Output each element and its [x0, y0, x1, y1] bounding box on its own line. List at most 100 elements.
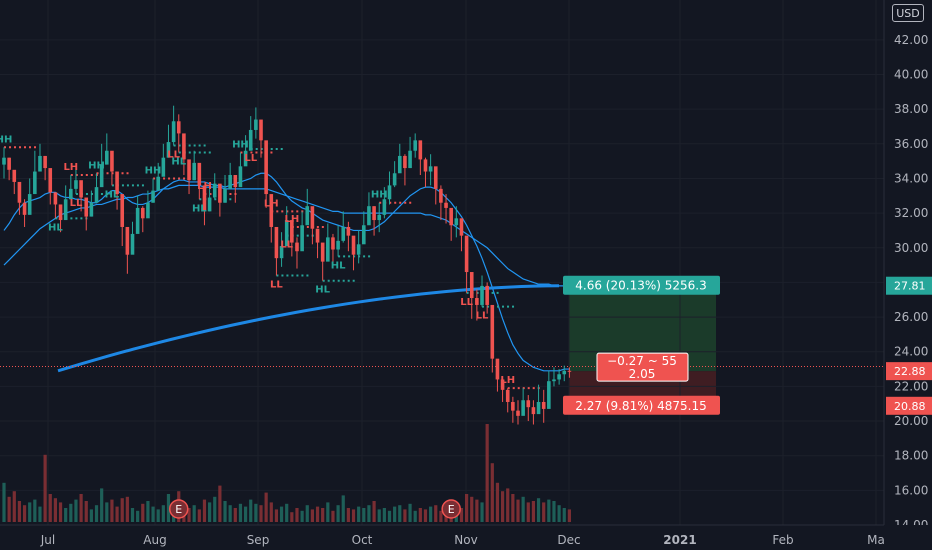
center-label-line2[interactable]: 2.05 [629, 367, 656, 381]
volume-bar [516, 499, 520, 522]
swing-label: HL [105, 189, 120, 200]
candle-body [362, 225, 366, 245]
time-axis[interactable]: Jul Aug Sep Oct Nov Dec 2021 Feb Ma [0, 524, 932, 550]
swing-label: HH [88, 160, 105, 171]
earnings-marker-icon[interactable] [441, 499, 461, 519]
volume-bar [521, 496, 525, 522]
volume-bar [38, 506, 42, 522]
candle-body [356, 244, 361, 255]
volume-bar [79, 494, 83, 522]
stop-label[interactable]: 2.27 (9.81%) 4875.15 [575, 399, 706, 413]
target-label-box[interactable] [563, 275, 720, 295]
volume-bar [567, 509, 571, 522]
volume-bar [151, 506, 155, 522]
candle-body [295, 242, 299, 252]
swing-label: LH [197, 181, 212, 192]
candle-body [567, 370, 572, 372]
volume-bar [166, 494, 171, 522]
volume-bar [202, 499, 207, 522]
swing-label: HH [232, 139, 249, 150]
candle-body [140, 207, 145, 219]
candle-body [43, 155, 47, 169]
candle-body [254, 119, 258, 130]
candle-body [326, 237, 330, 262]
volume-bar [279, 506, 284, 522]
price-axis[interactable]: 42.0040.0038.0036.0034.0032.0030.0028.00… [883, 0, 932, 550]
candle-body [547, 381, 551, 409]
volume-bar [274, 509, 279, 522]
price-tick-label: 34.00 [894, 171, 928, 185]
volume-bar [331, 510, 335, 522]
earnings-marker-icon[interactable] [169, 499, 189, 519]
candle-body [212, 183, 217, 198]
candle-body [171, 121, 176, 143]
price-badge-label[interactable]: 27.81 [894, 280, 926, 293]
volume-bar [197, 509, 201, 522]
earnings-marker-label[interactable]: E [175, 503, 182, 516]
price-tick-label: 16.00 [894, 483, 928, 497]
price-tick-label: 40.00 [894, 68, 928, 82]
volume-bar [28, 502, 32, 522]
volume-bar [315, 506, 320, 522]
volume-bar [33, 499, 37, 522]
candle-body [480, 285, 484, 305]
candle-body [521, 400, 525, 416]
stop-label-box[interactable] [563, 395, 720, 415]
price-badge-label[interactable]: 22.88 [894, 365, 926, 378]
volume-bar [7, 496, 11, 522]
candle-body [48, 168, 53, 193]
moving-average-long [3, 184, 570, 287]
volume-bar [418, 508, 422, 522]
candle-body [69, 188, 73, 200]
candle-body [284, 220, 289, 247]
candle-body [63, 199, 68, 221]
candle-body [84, 197, 89, 217]
candle-body [243, 150, 248, 167]
candle-body [433, 166, 438, 189]
candle-body [495, 358, 500, 380]
candle-body [264, 140, 268, 195]
candle-body [305, 206, 310, 226]
time-tick-label: Aug [143, 533, 166, 547]
candle-body [320, 242, 325, 262]
target-label[interactable]: 4.66 (20.13%) 5256.3 [575, 279, 706, 293]
center-label-line1[interactable]: −0.27 ~ 55 [607, 354, 677, 368]
price-badge-label[interactable]: 20.88 [894, 400, 926, 413]
volume-bar [341, 495, 345, 522]
candle-body [310, 206, 315, 229]
volume-bar [264, 492, 268, 522]
volume-bar [377, 509, 381, 522]
price-tick-label: 36.00 [894, 137, 928, 151]
volume-bar [459, 508, 464, 522]
candle-body [531, 407, 536, 415]
swing-label: HL [315, 285, 330, 296]
swing-label: HH [371, 190, 388, 201]
currency-badge[interactable]: USD [892, 4, 924, 22]
time-tick-label: Dec [557, 533, 580, 547]
candle-body [490, 304, 495, 359]
candle-body [94, 187, 99, 203]
volume-bar [254, 503, 258, 522]
earnings-marker-label[interactable]: E [448, 503, 455, 516]
time-tick-label: Oct [352, 533, 373, 547]
candle-body [290, 220, 294, 243]
position-labels[interactable]: 4.66 (20.13%) 5256.3 2.27 (9.81%) 4875.15… [563, 275, 720, 415]
price-badge[interactable] [886, 396, 932, 415]
volume-bar [48, 494, 52, 522]
swing-label: HL [48, 222, 63, 233]
volume-bar [382, 508, 386, 522]
center-label-box[interactable] [596, 352, 689, 382]
candle-body [387, 185, 392, 200]
candle-body [315, 228, 320, 243]
candle-body [274, 226, 279, 259]
price-badge[interactable] [886, 276, 932, 295]
volume-bar [511, 494, 515, 522]
price-tick-label: 24.00 [894, 345, 928, 359]
price-badge[interactable] [886, 362, 932, 381]
volume-bar [506, 488, 510, 522]
swing-labels: HHLHHHHHLHHHLHLHHHLHHLLLHLHLHLLLLLLLLLHL… [0, 134, 515, 386]
time-tick-label: 2021 [663, 533, 696, 547]
swing-label: LH [63, 162, 78, 173]
